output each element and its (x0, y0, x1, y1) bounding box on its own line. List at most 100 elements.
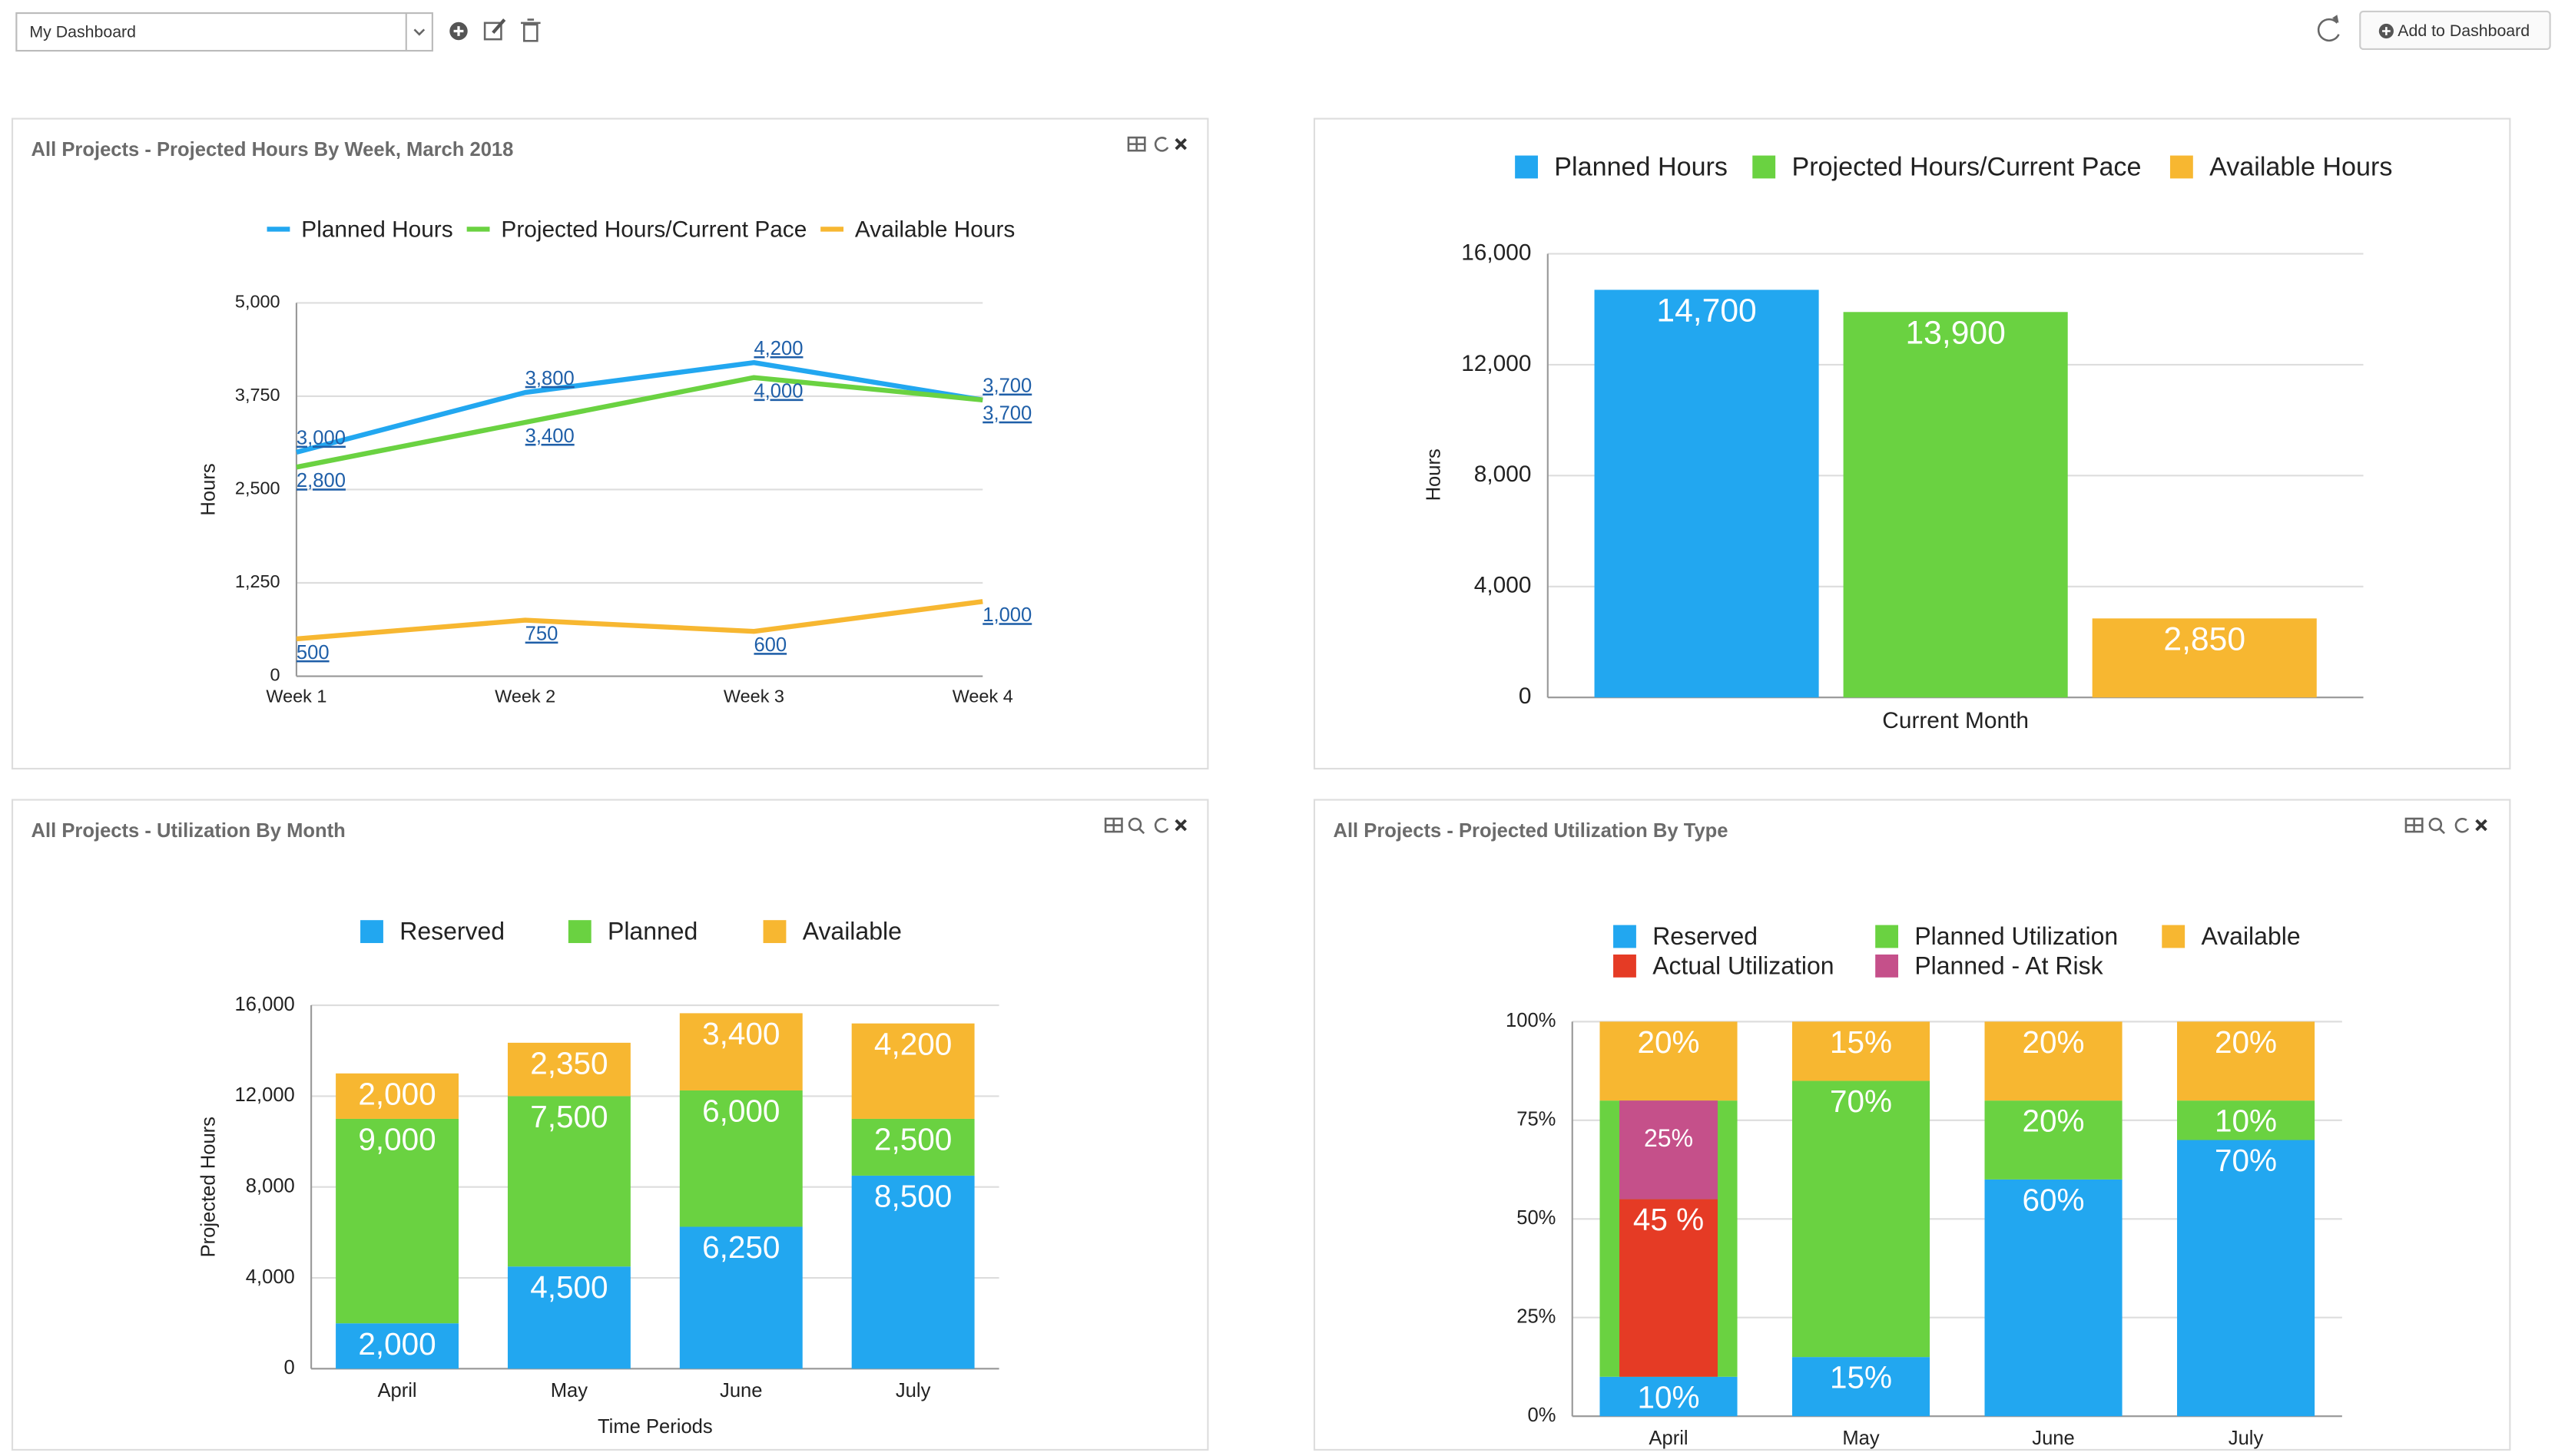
bar-segment (679, 1090, 803, 1227)
y-tick-label: 4,000 (1474, 573, 1532, 598)
x-tick-label: Week 4 (953, 686, 1013, 706)
legend-label: Planned Hours (301, 217, 452, 242)
series-line (296, 360, 983, 455)
x-tick-label: June (720, 1380, 762, 1401)
panel-title: All Projects - Utilization By Month (31, 820, 346, 842)
data-label: 15% (1830, 1024, 1892, 1060)
x-tick-label: April (377, 1380, 416, 1401)
data-label: 3,400 (525, 425, 575, 447)
legend-swatch (1875, 954, 1899, 978)
y-tick-label: 50% (1516, 1207, 1556, 1229)
bar-segment (336, 1118, 459, 1324)
data-label: 20% (2023, 1104, 2085, 1139)
add-to-dashboard-label: Add to Dashboard (2398, 22, 2530, 40)
data-label: 14,700 (1656, 293, 1756, 329)
dashboard-select[interactable] (15, 12, 433, 52)
bar-segment (1791, 1021, 1930, 1081)
x-tick-label: July (896, 1380, 931, 1401)
data-label: 60% (2023, 1182, 2085, 1217)
legend-label: Reserved (399, 918, 505, 945)
panel-title: All Projects - Projected Utilization By … (1333, 820, 1728, 842)
y-tick-label: 8,000 (1474, 462, 1532, 487)
y-tick-label: 5,000 (235, 292, 280, 312)
add-to-dashboard-button[interactable] (2359, 10, 2551, 51)
refresh-icon[interactable] (2317, 15, 2340, 42)
y-tick-label: 12,000 (235, 1084, 295, 1106)
bar-segment (1791, 1357, 1930, 1417)
bar-segment (336, 1323, 459, 1369)
y-tick-label: 12,000 (1461, 351, 1531, 376)
legend-swatch (1613, 925, 1636, 948)
select-arrow (413, 28, 426, 36)
data-label: 3,400 (702, 1016, 780, 1051)
bar-segment (2177, 1100, 2315, 1140)
legend-swatch (1515, 155, 1538, 179)
legend-swatch (763, 920, 787, 944)
edit-icon[interactable] (483, 18, 506, 41)
legend-label: Available Hours (2209, 153, 2392, 182)
panel-title: All Projects - Projected Hours By Week, … (31, 139, 514, 160)
panel-icons[interactable] (1127, 136, 1187, 152)
data-label: 7,500 (530, 1099, 608, 1134)
data-label: 8,500 (874, 1178, 952, 1213)
data-label: 9,000 (358, 1122, 436, 1157)
bar-segment (1599, 1021, 1738, 1101)
legend-label: Planned Utilization (1914, 922, 2118, 950)
y-tick-label: 25% (1516, 1305, 1556, 1327)
data-label: 2,800 (297, 470, 346, 491)
data-label: 3,700 (983, 376, 1032, 397)
legend-label: Projected Hours/Current Pace (1791, 153, 2141, 182)
y-tick-label: 16,000 (235, 994, 295, 1015)
y-axis-label: Projected Hours (198, 1117, 220, 1257)
data-label: 6,250 (702, 1229, 780, 1265)
x-tick-label: Week 3 (724, 686, 784, 706)
y-tick-label: 0 (284, 1357, 295, 1378)
data-label: 6,000 (702, 1094, 780, 1129)
panel-icons[interactable] (1104, 817, 1187, 835)
legend-swatch (1875, 925, 1899, 948)
delete-icon[interactable] (521, 18, 541, 42)
data-label: 2,000 (358, 1326, 436, 1362)
bar (1594, 290, 1819, 698)
data-label: 1,000 (983, 604, 1032, 626)
data-label: 750 (525, 624, 558, 645)
bar-segment (851, 1175, 975, 1369)
dashboard-name: My Dashboard (29, 22, 136, 41)
data-label: 3,700 (983, 403, 1032, 425)
data-label: 2,350 (530, 1045, 608, 1080)
x-tick-label: June (2032, 1428, 2074, 1449)
bar-segment (1984, 1179, 2123, 1417)
data-label: 20% (2215, 1024, 2277, 1060)
legend-label: Projected Hours/Current Pace (501, 217, 807, 242)
button-plus-mark (2382, 27, 2391, 35)
data-label: 600 (754, 634, 787, 656)
add-icon[interactable] (449, 22, 468, 41)
legend-label: Planned Hours (1554, 153, 1728, 182)
legend-label: Available Hours (855, 217, 1015, 242)
y-tick-label: 0% (1527, 1405, 1556, 1426)
data-label: 70% (2215, 1143, 2277, 1178)
y-tick-label: 4,000 (246, 1266, 295, 1288)
x-tick-label: April (1649, 1428, 1688, 1449)
panel (11, 117, 1209, 770)
y-tick-label: 75% (1516, 1109, 1556, 1130)
x-axis-label: Time Periods (598, 1416, 713, 1438)
data-label: 13,900 (1905, 314, 2005, 351)
y-tick-label: 0 (270, 665, 280, 685)
data-label: 4,200 (874, 1026, 952, 1061)
data-label: 10% (1637, 1379, 1699, 1415)
y-axis-label: Hours (1423, 448, 1444, 501)
y-tick-label: 0 (1519, 683, 1532, 709)
data-label: 4,500 (530, 1269, 608, 1305)
legend-label: Planned - At Risk (1914, 951, 2103, 979)
x-tick-label: Week 1 (266, 686, 326, 706)
legend-swatch (2169, 155, 2193, 179)
bar-segment (2177, 1140, 2315, 1417)
data-label: 2,000 (358, 1076, 436, 1111)
panel-icons[interactable] (2404, 817, 2487, 835)
x-tick-label: May (551, 1380, 588, 1401)
legend-swatch (1613, 954, 1636, 978)
bar-segment (336, 1073, 459, 1119)
bar-segment (679, 1226, 803, 1369)
y-tick-label: 100% (1506, 1010, 1556, 1031)
